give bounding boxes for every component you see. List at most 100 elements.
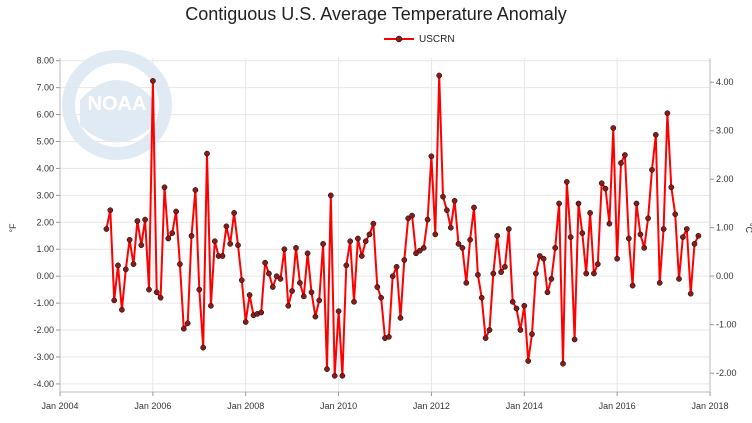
data-point[interactable] bbox=[413, 250, 419, 257]
data-point[interactable] bbox=[560, 360, 566, 367]
data-point[interactable] bbox=[482, 335, 489, 341]
data-point[interactable] bbox=[204, 150, 210, 157]
data-point[interactable] bbox=[432, 231, 439, 238]
data-point[interactable] bbox=[463, 280, 470, 286]
data-point[interactable] bbox=[126, 236, 133, 243]
data-point[interactable] bbox=[146, 286, 152, 293]
data-point[interactable] bbox=[405, 215, 412, 222]
data-point[interactable] bbox=[652, 131, 659, 138]
data-point[interactable] bbox=[691, 241, 698, 247]
data-point[interactable] bbox=[150, 78, 156, 84]
data-point[interactable] bbox=[339, 372, 346, 379]
data-point[interactable] bbox=[517, 327, 524, 333]
data-point[interactable] bbox=[362, 238, 369, 245]
data-point[interactable] bbox=[238, 277, 245, 284]
data-point[interactable] bbox=[138, 242, 145, 249]
data-point[interactable] bbox=[208, 302, 214, 309]
data-point[interactable] bbox=[378, 294, 384, 301]
data-point[interactable] bbox=[277, 276, 284, 282]
data-point[interactable] bbox=[490, 270, 497, 277]
data-point[interactable] bbox=[273, 273, 280, 280]
data-point[interactable] bbox=[122, 266, 129, 273]
data-point[interactable] bbox=[320, 241, 326, 247]
data-point[interactable] bbox=[622, 152, 628, 158]
data-point[interactable] bbox=[536, 253, 543, 259]
data-point[interactable] bbox=[687, 290, 694, 297]
data-point[interactable] bbox=[475, 271, 481, 278]
data-point[interactable] bbox=[246, 292, 253, 298]
data-point[interactable] bbox=[173, 208, 179, 215]
data-point[interactable] bbox=[598, 180, 605, 187]
data-point[interactable] bbox=[664, 110, 671, 117]
data-point[interactable] bbox=[180, 325, 187, 332]
data-point[interactable] bbox=[672, 211, 679, 218]
data-point[interactable] bbox=[637, 231, 644, 238]
data-point[interactable] bbox=[660, 226, 667, 232]
data-point[interactable] bbox=[184, 320, 191, 327]
data-point[interactable] bbox=[389, 273, 396, 280]
data-point[interactable] bbox=[544, 289, 551, 296]
data-point[interactable] bbox=[134, 218, 141, 224]
data-point[interactable] bbox=[300, 293, 307, 300]
data-point[interactable] bbox=[196, 286, 203, 293]
data-point[interactable] bbox=[161, 184, 168, 191]
data-point[interactable] bbox=[614, 255, 620, 262]
data-point[interactable] bbox=[227, 241, 234, 247]
data-point[interactable] bbox=[606, 220, 613, 227]
data-point[interactable] bbox=[130, 261, 137, 267]
data-point[interactable] bbox=[165, 235, 172, 242]
data-point[interactable] bbox=[335, 308, 342, 315]
data-point[interactable] bbox=[103, 226, 110, 232]
data-point[interactable] bbox=[235, 242, 241, 249]
data-point[interactable] bbox=[505, 226, 512, 232]
data-point[interactable] bbox=[610, 125, 617, 131]
data-point[interactable] bbox=[587, 210, 593, 216]
data-point[interactable] bbox=[629, 282, 636, 289]
data-point[interactable] bbox=[316, 297, 323, 304]
data-point[interactable] bbox=[231, 210, 237, 216]
data-point[interactable] bbox=[575, 200, 582, 207]
data-point[interactable] bbox=[211, 238, 218, 245]
data-point[interactable] bbox=[513, 305, 520, 312]
data-point[interactable] bbox=[447, 224, 454, 231]
data-point[interactable] bbox=[676, 276, 682, 282]
data-point[interactable] bbox=[366, 231, 373, 238]
data-point[interactable] bbox=[119, 306, 125, 313]
data-point[interactable] bbox=[169, 230, 176, 236]
data-point[interactable] bbox=[579, 230, 586, 236]
data-point[interactable] bbox=[111, 297, 118, 304]
data-point[interactable] bbox=[571, 336, 578, 343]
data-point[interactable] bbox=[115, 262, 121, 269]
data-point[interactable] bbox=[455, 241, 462, 247]
data-point[interactable] bbox=[327, 192, 334, 199]
data-point[interactable] bbox=[509, 298, 516, 305]
data-point[interactable] bbox=[424, 216, 431, 223]
data-point[interactable] bbox=[583, 270, 590, 277]
data-point[interactable] bbox=[347, 238, 354, 245]
data-point[interactable] bbox=[324, 366, 330, 372]
data-point[interactable] bbox=[192, 187, 199, 193]
data-point[interactable] bbox=[200, 344, 207, 351]
data-point[interactable] bbox=[331, 372, 338, 379]
data-point[interactable] bbox=[471, 204, 477, 211]
data-point[interactable] bbox=[533, 270, 539, 277]
legend[interactable]: USCRN bbox=[383, 32, 455, 46]
data-point[interactable] bbox=[409, 212, 415, 219]
data-point[interactable] bbox=[567, 234, 574, 240]
data-point[interactable] bbox=[374, 284, 381, 290]
data-point[interactable] bbox=[289, 288, 295, 294]
data-point[interactable] bbox=[649, 166, 655, 173]
data-point[interactable] bbox=[594, 261, 601, 267]
data-point[interactable] bbox=[440, 193, 446, 200]
data-point[interactable] bbox=[668, 184, 675, 191]
data-point[interactable] bbox=[459, 245, 466, 251]
data-point[interactable] bbox=[656, 280, 663, 286]
data-point[interactable] bbox=[293, 245, 299, 251]
data-point[interactable] bbox=[269, 284, 276, 290]
data-point[interactable] bbox=[262, 259, 268, 266]
data-point[interactable] bbox=[680, 234, 686, 240]
data-point[interactable] bbox=[420, 245, 427, 251]
data-point[interactable] bbox=[355, 235, 361, 242]
data-point[interactable] bbox=[358, 253, 365, 259]
data-point[interactable] bbox=[312, 313, 319, 320]
